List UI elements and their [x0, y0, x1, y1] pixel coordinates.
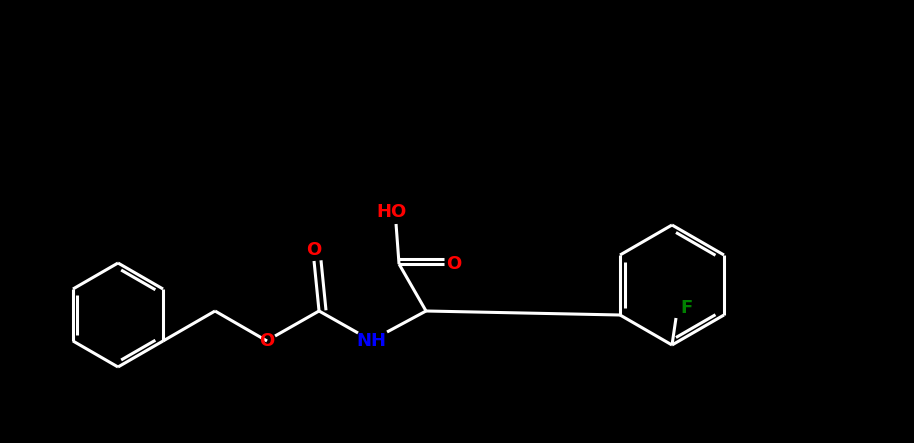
Text: O: O: [306, 241, 322, 259]
Text: F: F: [681, 299, 693, 317]
Text: NH: NH: [356, 332, 386, 350]
Text: O: O: [446, 255, 462, 273]
Text: O: O: [260, 332, 275, 350]
Text: HO: HO: [376, 203, 406, 221]
